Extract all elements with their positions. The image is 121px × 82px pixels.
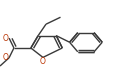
Text: O: O	[40, 57, 46, 66]
Text: O: O	[3, 34, 9, 43]
Text: O: O	[3, 53, 9, 62]
